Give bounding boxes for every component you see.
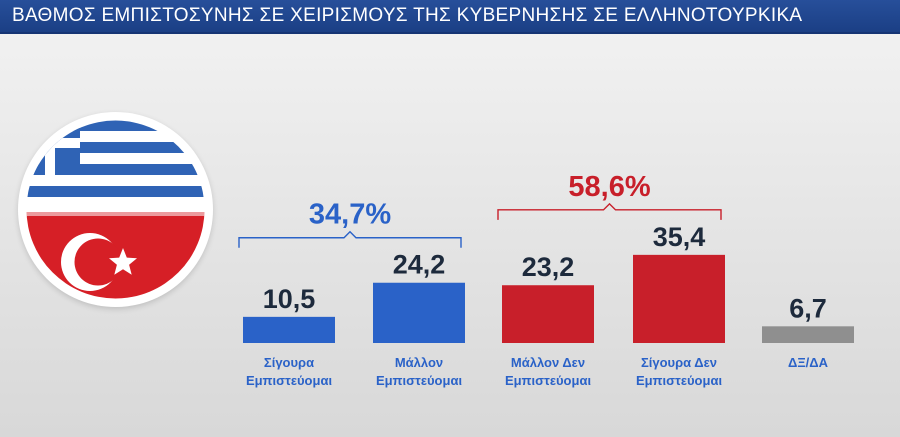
bar-value-label: 10,5 [263, 284, 316, 314]
category-label: Μάλλον Δεν [511, 355, 585, 370]
bar-value-label: 35,4 [653, 222, 706, 252]
title-bar: ΒΑΘΜΟΣ ΕΜΠΙΣΤΟΣΥΝΗΣ ΣΕ ΧΕΙΡΙΣΜΟΥΣ ΤΗΣ ΚΥ… [0, 0, 900, 34]
group-total-label: 58,6% [568, 171, 650, 203]
group-bracket-2 [497, 202, 722, 220]
category-label: Μάλλον [395, 355, 443, 370]
bar-3 [502, 285, 594, 343]
category-label: Εμπιστεύομαι [505, 373, 592, 388]
bar-5 [762, 326, 854, 343]
bar-value-label: 23,2 [522, 252, 575, 282]
bar-4 [633, 254, 725, 343]
bar-1 [243, 316, 335, 343]
group-bracket-1 [238, 230, 462, 248]
group-total-label: 34,7% [309, 199, 391, 231]
chart-title: ΒΑΘΜΟΣ ΕΜΠΙΣΤΟΣΥΝΗΣ ΣΕ ΧΕΙΡΙΣΜΟΥΣ ΤΗΣ ΚΥ… [12, 5, 803, 26]
flag-icon [26, 120, 205, 299]
greek-turkish-flag-emblem [18, 112, 213, 307]
category-label: Εμπιστεύομαι [246, 373, 333, 388]
category-label: Εμπιστεύομαι [636, 373, 723, 388]
bar-value-label: 6,7 [789, 293, 827, 323]
category-label: Σίγουρα Δεν [641, 355, 717, 370]
category-label: ΔΞ/ΔΑ [788, 355, 829, 370]
bar-2 [373, 282, 465, 343]
category-label: Σίγουρα [264, 355, 314, 370]
bar-value-label: 24,2 [393, 250, 446, 280]
category-label: Εμπιστεύομαι [376, 373, 463, 388]
